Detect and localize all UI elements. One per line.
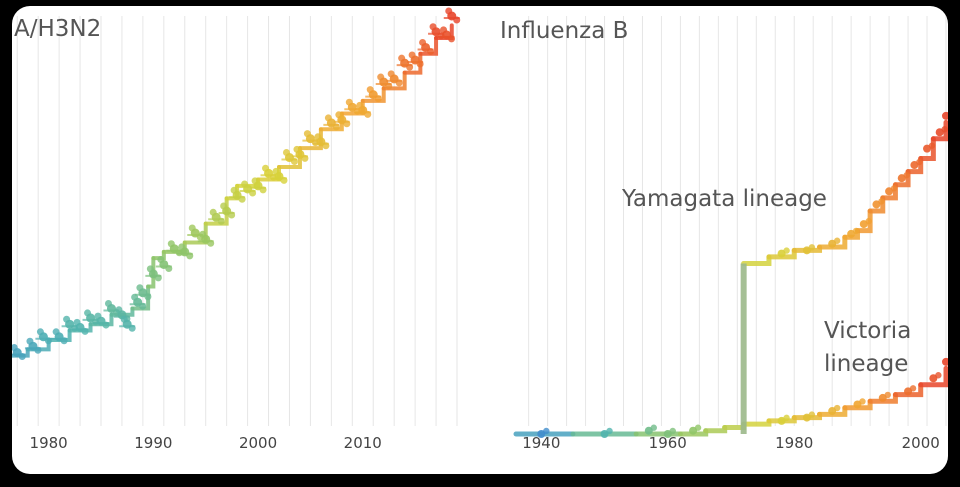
flub-tip bbox=[909, 385, 917, 392]
h3n2-tip bbox=[178, 243, 186, 251]
h3n2-x-tick: 2000 bbox=[239, 434, 277, 452]
h3n2-tip bbox=[220, 202, 228, 210]
flub-tip bbox=[808, 244, 816, 251]
flub-title: Influenza B bbox=[500, 18, 628, 44]
flub-branch bbox=[703, 424, 728, 434]
h3n2-tip bbox=[272, 167, 280, 175]
influenza-b-panel: 1940 1960 1980 2000 Influenza B Yamagata line… bbox=[500, 16, 948, 452]
h3n2-tip bbox=[356, 101, 364, 109]
flub-tip bbox=[808, 411, 816, 418]
h3n2-tip bbox=[12, 344, 18, 352]
h3n2-tip bbox=[387, 70, 395, 78]
h3n2-tip bbox=[282, 149, 290, 157]
flub-tip bbox=[884, 391, 891, 399]
h3n2-x-tick: 1980 bbox=[30, 434, 68, 452]
flub-tip bbox=[865, 217, 872, 225]
flub-tip bbox=[783, 247, 790, 254]
h3n2-tip bbox=[146, 265, 154, 273]
flub-branch bbox=[854, 208, 873, 234]
flub-tip bbox=[606, 427, 613, 435]
h3n2-tip bbox=[36, 328, 44, 336]
h3n2-tip bbox=[251, 177, 259, 185]
flub-x-tick: 1980 bbox=[775, 434, 813, 452]
h3n2-branch bbox=[46, 328, 72, 342]
h3n2-panel: 1980 1990 2000 2010 A/H3N2 bbox=[12, 7, 461, 452]
h3n2-tip bbox=[345, 98, 353, 106]
figure-frame: 1980 1990 2000 2010 A/H3N2 1940 1960 1980 2000 I… bbox=[12, 6, 948, 474]
flub-x-tick: 1960 bbox=[649, 434, 687, 452]
flub-tip bbox=[859, 398, 866, 405]
h3n2-tip bbox=[115, 306, 123, 314]
h3n2-tip bbox=[293, 145, 301, 153]
h3n2-tip bbox=[188, 224, 196, 232]
h3n2-title: A/H3N2 bbox=[14, 16, 101, 42]
flub-tip bbox=[694, 424, 702, 431]
h3n2-x-tick: 2010 bbox=[344, 434, 382, 452]
h3n2-tip bbox=[429, 23, 437, 31]
h3n2-tip bbox=[241, 180, 249, 188]
flub-tip bbox=[942, 357, 948, 366]
h3n2-branch bbox=[402, 51, 423, 75]
flub-tip bbox=[878, 198, 885, 205]
h3n2-tip bbox=[440, 26, 448, 34]
h3n2-x-tick: 1990 bbox=[134, 434, 172, 452]
h3n2-tip bbox=[104, 300, 112, 307]
h3n2-tip bbox=[120, 315, 128, 323]
flub-tip bbox=[890, 185, 898, 192]
flub-x-tick: 2000 bbox=[902, 434, 940, 452]
h3n2-tip bbox=[324, 114, 332, 122]
flub-tip bbox=[650, 424, 657, 431]
flub-tip bbox=[916, 158, 923, 166]
flub-tip bbox=[928, 142, 936, 149]
h3n2-tip bbox=[73, 318, 81, 326]
flub-tip bbox=[852, 227, 860, 235]
flub-tip bbox=[942, 111, 948, 120]
h3n2-tip bbox=[199, 230, 207, 238]
flub-tip bbox=[941, 126, 948, 133]
flub-branch bbox=[892, 382, 924, 398]
h3n2-tip bbox=[136, 284, 144, 292]
h3n2-tip bbox=[167, 240, 175, 248]
h3n2-tip bbox=[398, 54, 406, 62]
h3n2-tip bbox=[419, 38, 427, 46]
flub-tip bbox=[833, 237, 841, 244]
victoria-label: Victoria bbox=[824, 318, 911, 344]
flub-branch bbox=[817, 234, 848, 250]
h3n2-tip bbox=[52, 328, 60, 336]
h3n2-tip bbox=[303, 130, 311, 138]
h3n2-tip bbox=[94, 312, 102, 320]
flub-tip bbox=[935, 372, 942, 379]
h3n2-tip bbox=[377, 73, 385, 81]
h3n2-branch bbox=[360, 86, 386, 103]
h3n2-tip bbox=[26, 337, 34, 345]
flub-tip bbox=[669, 427, 676, 435]
h3n2-tip bbox=[335, 111, 343, 119]
flub-tip bbox=[783, 414, 790, 422]
h3n2-tip bbox=[84, 309, 92, 317]
h3n2-tip bbox=[209, 208, 217, 216]
h3n2-tip bbox=[63, 315, 71, 323]
h3n2-tip bbox=[157, 255, 165, 263]
h3n2-branch bbox=[418, 36, 439, 56]
h3n2-tip bbox=[230, 186, 238, 194]
h3n2-tip bbox=[262, 164, 270, 172]
phylogeny-charts: 1980 1990 2000 2010 A/H3N2 1940 1960 1980 2000 I… bbox=[12, 7, 948, 452]
flub-tip bbox=[903, 171, 910, 179]
flub-tip bbox=[833, 404, 841, 412]
h3n2-tip bbox=[366, 86, 374, 94]
yamagata-label: Yamagata lineage bbox=[621, 186, 827, 212]
flub-tip bbox=[543, 427, 550, 435]
flub-x-tick: 1940 bbox=[522, 434, 560, 452]
victoria-label-2: lineage bbox=[824, 351, 908, 377]
flub-branch bbox=[918, 365, 948, 388]
h3n2-tip bbox=[314, 133, 322, 141]
h3n2-tip bbox=[408, 51, 416, 59]
h3n2-tip bbox=[445, 7, 453, 15]
